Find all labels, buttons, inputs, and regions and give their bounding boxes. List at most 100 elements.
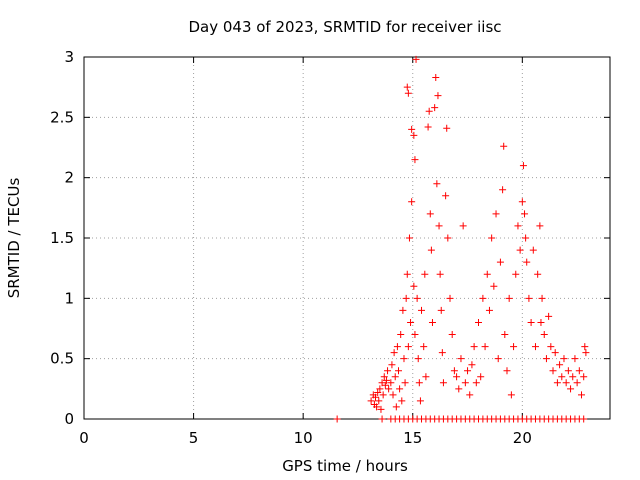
data-point: [425, 107, 433, 115]
data-point: [510, 343, 518, 351]
x-tick-label: 0: [79, 429, 89, 447]
data-point: [405, 234, 413, 242]
data-point: [551, 349, 559, 357]
data-point: [384, 367, 392, 375]
data-point: [567, 385, 575, 393]
data-point: [403, 270, 411, 278]
data-point: [459, 222, 467, 230]
data-point: [408, 198, 416, 206]
data-point: [371, 393, 379, 401]
y-tick-label: 2.5: [50, 108, 74, 126]
data-point: [468, 361, 476, 369]
data-point: [580, 373, 588, 381]
y-tick-label: 1: [64, 289, 74, 307]
data-point: [426, 210, 434, 218]
data-point: [542, 355, 550, 363]
data-point: [428, 318, 436, 326]
data-point: [407, 318, 415, 326]
x-tick-label: 5: [189, 429, 199, 447]
data-point: [470, 343, 478, 351]
data-point: [392, 403, 400, 411]
data-point: [519, 162, 527, 170]
data-point: [411, 331, 419, 339]
data-point: [434, 92, 442, 100]
data-point: [540, 331, 548, 339]
data-point: [424, 123, 432, 131]
data-point: [534, 270, 542, 278]
data-point: [436, 270, 444, 278]
data-point: [448, 331, 456, 339]
data-point: [410, 282, 418, 290]
data-point: [475, 318, 482, 326]
data-point: [521, 210, 529, 218]
data-point: [416, 397, 424, 405]
data-point: [481, 343, 489, 351]
data-point: [582, 349, 590, 357]
x-tick-label: 10: [294, 429, 313, 447]
data-point: [516, 246, 524, 254]
data-point: [523, 258, 531, 266]
data-point: [492, 210, 500, 218]
data-point: [488, 234, 496, 242]
data-point: [388, 361, 396, 369]
data-point: [485, 306, 493, 314]
data-point: [573, 379, 581, 387]
data-point: [529, 246, 537, 254]
data-point: [382, 376, 390, 384]
data-point: [414, 355, 422, 363]
data-point: [397, 331, 405, 339]
chart-title: Day 043 of 2023, SRMTID for receiver iis…: [188, 18, 501, 36]
data-point: [379, 391, 387, 399]
data-point: [401, 379, 409, 387]
data-point: [578, 391, 586, 399]
data-point: [443, 124, 451, 132]
data-point: [375, 397, 383, 405]
data-point: [538, 294, 546, 302]
data-point: [376, 385, 384, 393]
data-point: [518, 198, 526, 206]
data-point: [496, 258, 504, 266]
data-point: [464, 367, 472, 375]
y-tick-labels: 0 0.5 1 1.5 2 2.5 3: [50, 48, 74, 428]
data-points: [333, 55, 590, 423]
data-point: [422, 373, 430, 381]
data-point: [399, 306, 407, 314]
data-point: [553, 379, 561, 387]
data-point: [433, 180, 441, 188]
data-point: [439, 379, 447, 387]
data-point: [537, 318, 545, 326]
data-point: [514, 222, 522, 230]
data-point: [477, 373, 485, 381]
data-point: [500, 142, 508, 150]
data-point: [437, 306, 445, 314]
data-point: [556, 361, 564, 369]
data-point: [461, 379, 469, 387]
data-point: [415, 379, 423, 387]
data-point: [380, 373, 388, 381]
data-point: [374, 388, 382, 396]
data-point: [427, 246, 435, 254]
data-point: [558, 373, 566, 381]
data-point: [472, 379, 480, 387]
data-point: [435, 222, 443, 230]
data-point: [395, 367, 403, 375]
data-point: [499, 186, 507, 194]
data-point: [522, 234, 530, 242]
x-tick-label: 20: [513, 429, 532, 447]
data-point: [505, 294, 513, 302]
data-point: [411, 156, 419, 164]
data-point: [333, 415, 341, 423]
data-point: [398, 397, 406, 405]
x-tick-label: 15: [403, 429, 422, 447]
data-point: [455, 385, 463, 393]
data-point: [483, 270, 491, 278]
data-point: [413, 294, 421, 302]
data-point: [547, 343, 555, 351]
data-point: [490, 282, 498, 290]
data-point: [432, 74, 440, 82]
data-point: [381, 381, 389, 389]
data-point: [420, 343, 428, 351]
data-point: [450, 367, 458, 375]
